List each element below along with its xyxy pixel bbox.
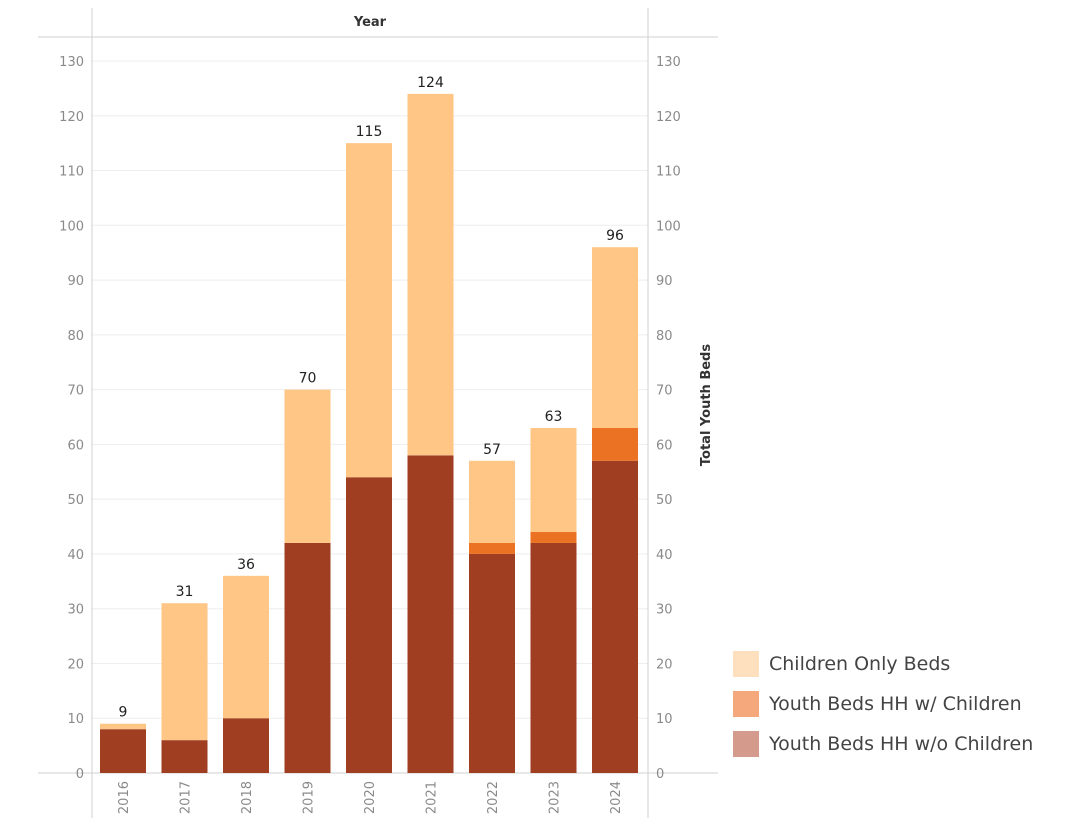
bar-total-label: 63	[545, 409, 563, 425]
bar-children-only[interactable]	[346, 143, 392, 478]
right-y-tick-label: 70	[656, 384, 673, 399]
right-y-tick-label: 90	[656, 274, 673, 289]
bar-hh-with-children[interactable]	[530, 532, 577, 543]
bar-total-label: 9	[119, 705, 128, 721]
legend-swatch-children-only	[733, 651, 759, 677]
right-y-tick-label: 80	[656, 329, 673, 344]
bar-total-label: 36	[237, 557, 255, 573]
right-y-tick-label: 30	[656, 603, 673, 618]
axis-ticks: 0 0 10 10 20 20 30 30 40 40 50 50 60 60 70 70 80 80 90 90 10…	[59, 55, 681, 782]
left-y-tick-label: 50	[67, 493, 84, 508]
bar-total-label: 57	[483, 442, 501, 458]
bar-hh-without-children[interactable]	[223, 718, 269, 773]
legend-item-hh-without-children[interactable]: Youth Beds HH w/o Children	[733, 724, 1033, 764]
left-y-tick-label: 70	[67, 384, 84, 399]
left-y-tick-label: 120	[59, 110, 84, 125]
bar-total-label: 124	[417, 75, 444, 91]
right-y-tick-label: 20	[656, 657, 673, 672]
x-category-label: 2017	[179, 781, 194, 814]
right-y-tick-label: 50	[656, 493, 673, 508]
x-category-label: 2023	[548, 781, 563, 814]
bar-hh-with-children[interactable]	[592, 427, 638, 461]
legend-swatch-hh-without-children	[733, 731, 759, 757]
bar-hh-without-children[interactable]	[100, 729, 146, 773]
bar-total-label: 31	[176, 584, 194, 600]
bar-children-only[interactable]	[592, 247, 638, 428]
column-header-year: Year	[353, 15, 387, 30]
bar-hh-without-children[interactable]	[530, 542, 577, 773]
right-y-tick-label: 120	[656, 110, 681, 125]
right-y-tick-label: 10	[656, 712, 673, 727]
left-y-tick-label: 20	[67, 657, 84, 672]
legend-item-children-only[interactable]: Children Only Beds	[733, 644, 1033, 684]
right-y-tick-label: 110	[656, 165, 681, 180]
bar-children-only[interactable]	[100, 723, 146, 730]
right-y-tick-label: 60	[656, 438, 673, 453]
left-y-tick-label: 130	[59, 55, 84, 70]
bar-total-label: 115	[356, 124, 383, 140]
bar-total-label: 70	[299, 371, 317, 387]
left-y-tick-label: 100	[59, 219, 84, 234]
x-category-label: 2021	[425, 781, 440, 814]
left-y-tick-label: 110	[59, 165, 84, 180]
category-labels: 2016 2017 2018 2019 2020 2021 2022 2023 2024	[117, 781, 624, 814]
right-y-tick-label: 40	[656, 548, 673, 563]
legend-label-children-only: Children Only Beds	[769, 653, 951, 675]
bar-hh-without-children[interactable]	[346, 477, 392, 773]
bar-hh-without-children[interactable]	[407, 455, 454, 773]
left-y-tick-label: 30	[67, 603, 84, 618]
right-axis-title: Total Youth Beds	[699, 344, 714, 466]
bar-children-only[interactable]	[223, 575, 269, 719]
legend-swatch-hh-with-children	[733, 691, 759, 717]
bar-children-only[interactable]	[407, 93, 454, 456]
bar-hh-without-children[interactable]	[284, 542, 331, 773]
left-y-tick-label: 60	[67, 438, 84, 453]
legend-label-hh-with-children: Youth Beds HH w/ Children	[769, 693, 1022, 715]
left-y-tick-label: 0	[76, 767, 84, 782]
x-category-label: 2022	[486, 781, 501, 814]
bar-children-only[interactable]	[469, 460, 515, 543]
legend-item-hh-with-children[interactable]: Youth Beds HH w/ Children	[733, 684, 1033, 724]
bar-hh-without-children[interactable]	[161, 740, 208, 773]
legend-label-hh-without-children: Youth Beds HH w/o Children	[769, 733, 1034, 755]
bar-hh-with-children[interactable]	[469, 542, 515, 554]
bar-children-only[interactable]	[284, 389, 331, 543]
bar-hh-without-children[interactable]	[592, 460, 638, 773]
left-y-tick-label: 10	[67, 712, 84, 727]
x-category-label: 2016	[117, 781, 132, 814]
x-category-label: 2024	[609, 781, 624, 814]
x-category-label: 2019	[302, 781, 317, 814]
bar-total-label: 96	[606, 228, 624, 244]
right-y-tick-label: 100	[656, 219, 681, 234]
bar-hh-without-children[interactable]	[469, 553, 515, 773]
left-y-tick-label: 40	[67, 548, 84, 563]
x-category-label: 2018	[240, 781, 255, 814]
right-y-tick-label: 130	[656, 55, 681, 70]
left-y-tick-label: 80	[67, 329, 84, 344]
right-y-tick-label: 0	[656, 767, 664, 782]
bar-children-only[interactable]	[530, 427, 577, 533]
legend: Children Only Beds Youth Beds HH w/ Chil…	[733, 644, 1033, 764]
data-labels: 9 31 36 70 115 124 57 63 96	[119, 75, 624, 721]
left-y-tick-label: 90	[67, 274, 84, 289]
bar-children-only[interactable]	[161, 603, 208, 741]
bars	[100, 93, 638, 773]
x-category-label: 2020	[363, 781, 378, 814]
